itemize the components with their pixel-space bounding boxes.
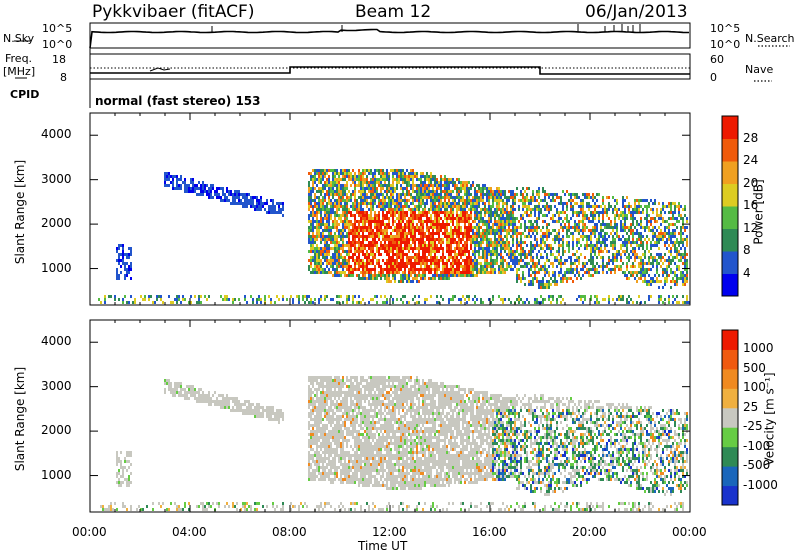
cpid-text: normal (fast stereo) 153 [95,94,261,108]
nave-label: Nave [745,63,774,76]
vel-cbar-tick-25: 25 [743,399,759,414]
power-cbar-tick-24: 24 [743,153,759,167]
vel-cbar-label: Velocity [m s⁻¹] [762,372,777,466]
x-tick-2400: 00:00 [672,525,707,539]
vel-cbar-tick-m1000: -1000 [743,477,778,492]
vel-cbar-segment [722,466,738,487]
power-y-tick-3000: 3000 [41,171,72,186]
vel-cbar-tick-100: 100 [743,380,766,395]
x-tick-2000: 20:00 [572,525,607,539]
power-cbar-tick-20: 20 [743,175,759,190]
power-y-tick-4000: 4000 [41,127,72,142]
freq-tick-bottom: 8 [60,71,67,84]
vel-cbar-segment [722,407,738,428]
nave-tick-top: 60 [710,53,724,66]
power-cbar-frame [721,115,739,297]
power-cbar-tick-4: 4 [743,265,751,280]
nsearch-label: N.Search [745,32,795,45]
freq-label-line1: Freq. [5,52,33,65]
nsearch-tick-bottom: 10^0 [710,38,741,51]
nsearch-tick-top: 10^5 [710,22,741,35]
vel-cbar-segment [722,446,738,467]
power-y-tick-1000: 1000 [41,260,72,275]
x-tick-0800: 08:00 [272,525,307,539]
vel-y-tick-3000: 3000 [41,378,72,393]
nsky-trace [89,28,689,49]
x-tick-0400: 04:00 [172,525,207,539]
vel-y-tick-1000: 1000 [41,467,72,482]
power-cbar-segment [722,251,738,274]
vel-y-tick-2000: 2000 [41,423,72,438]
x-tick-1200: 12:00 [372,525,407,539]
freq-label-line2: [MHz] [3,65,36,78]
power-cbar-segment [722,228,738,252]
vel-cbar-tick-m25: -25 [743,419,763,434]
date-title: 06/Jan/2013 [585,2,688,22]
vel-cbar-tick-1000: 1000 [743,341,774,356]
vel-cbar-segment [722,349,738,370]
velocity-scatter [100,376,688,511]
vel-cbar-tick-500: 500 [743,360,766,375]
x-tick-1600: 16:00 [472,525,507,539]
power-cbar-segment [722,206,738,229]
power-y-axis-label: Slant Range [km] [13,159,28,265]
nsky-label: N.Sky [3,32,35,45]
vel-cbar-tick-m500: -500 [743,458,771,473]
vel-y-axis-label: Slant Range [km] [13,366,28,472]
beam-title: Beam 12 [355,2,432,22]
cpid-label: CPID [10,88,40,101]
vel-cbar-segment [722,388,738,409]
vel-cbar-tick-m100: -100 [743,438,771,453]
radar-title: Pykkvibaer (fitACF) [92,2,255,22]
nave-tick-bottom: 0 [710,71,717,84]
power-cbar-segment [722,183,738,207]
x-tick-0000: 00:00 [72,525,107,539]
freq-tick-top: 18 [52,53,66,66]
power-cbar-segment [722,161,738,184]
vel-cbar-segment [722,368,738,389]
freq-trace [90,66,690,75]
nsky-tick-top: 10^5 [42,22,73,35]
power-cbar-segment [722,138,738,162]
vel-cbar-segment [722,485,738,506]
nave-blip [149,67,171,72]
power-cbar-label: Power [dB] [751,179,766,245]
power-scatter [98,169,690,304]
power-y-tick-2000: 2000 [41,216,72,231]
vel-y-tick-4000: 4000 [41,334,72,349]
power-cbar-tick-12: 12 [743,220,759,235]
freq-panel-frame [89,53,691,80]
nsky-tick-bottom: 10^0 [42,38,73,51]
power-cbar-tick-28: 28 [743,130,759,145]
vel-cbar-segment [722,427,738,448]
power-cbar-tick-8: 8 [743,243,751,257]
x-axis-label: Time UT [358,539,408,553]
vel-cbar-frame [721,329,739,506]
power-cbar-segment [722,116,738,139]
nsky-panel-frame [89,22,691,49]
vel-cbar-segment [722,330,738,350]
power-cbar-tick-16: 16 [743,198,759,212]
power-cbar-segment [722,273,738,297]
